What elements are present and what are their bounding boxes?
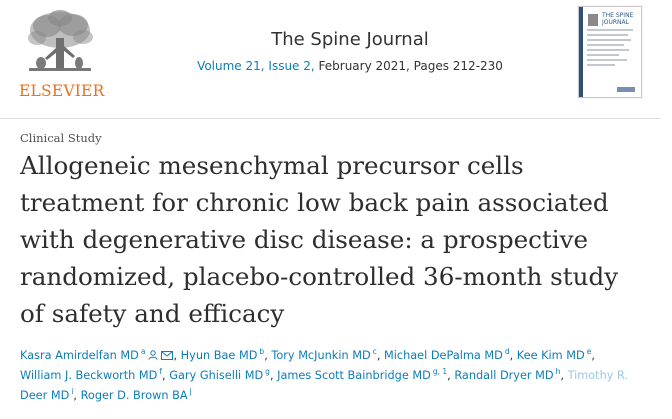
author-link[interactable]: Michael DePalma MD d (384, 347, 510, 362)
author-link[interactable]: Gary Ghiselli MD g (169, 367, 270, 382)
article-title-line: randomized, placebo-controlled 36-month … (20, 262, 619, 291)
author-link[interactable]: Randall Dryer MD h (454, 367, 561, 382)
envelope-icon[interactable] (161, 351, 174, 360)
author-link[interactable]: Hyun Bae MD b (180, 347, 265, 362)
journal-cover-thumbnail[interactable]: THE SPINE JOURNAL (578, 6, 642, 98)
person-icon[interactable] (148, 350, 158, 360)
cover-publisher-logo (588, 14, 598, 26)
author-link[interactable]: Kee Kim MD e (516, 347, 592, 362)
article-title-line: with degenerative disc disease: a prospe… (20, 225, 589, 254)
affiliation-sup[interactable]: f (159, 367, 163, 376)
volume-issue-link[interactable]: Volume 21, Issue 2, (197, 59, 315, 73)
elsevier-logo[interactable]: ELSEVIER (19, 8, 105, 103)
journal-info: The Spine Journal Volume 21, Issue 2, Fe… (160, 28, 540, 74)
author-link-truncated[interactable]: Timothy R. (567, 369, 629, 382)
affiliation-sup[interactable]: a (140, 347, 146, 356)
author-row: William J. Beckworth MD f, Gary Ghiselli … (20, 367, 629, 382)
article-title-line: Allogeneic mesenchymal precursor cells (20, 151, 524, 180)
journal-title[interactable]: The Spine Journal (271, 29, 429, 50)
affiliation-sup[interactable]: g (265, 367, 270, 376)
affiliation-sup[interactable]: g, 1 (432, 367, 448, 376)
author-link[interactable]: Kasra Amirdelfan MD a (20, 347, 174, 362)
author-list: Kasra Amirdelfan MD a, Hyun Bae MD b, Tory… (20, 346, 672, 406)
affiliation-sup[interactable]: h (555, 367, 561, 376)
affiliation-sup[interactable]: b (259, 347, 265, 356)
author-link[interactable]: Tory McJunkin MD c (271, 347, 377, 362)
article-title: Allogeneic mesenchymal precursor cells t… (20, 147, 660, 332)
journal-issue-line: Volume 21, Issue 2, February 2021, Pages… (160, 58, 540, 74)
article-header: ELSEVIER The Spine Journal Volume 21, Is… (0, 0, 672, 118)
article-title-line: of safety and efficacy (20, 299, 285, 328)
cover-footer-logo (617, 87, 635, 92)
date-pages: February 2021, Pages 212-230 (314, 59, 503, 73)
author-link[interactable]: James Scott Bainbridge MD g, 1 (277, 367, 448, 382)
article-title-line: treatment for chronic low back pain asso… (20, 188, 609, 217)
author-link[interactable]: Roger D. Brown BA j (80, 387, 192, 402)
author-row: Kasra Amirdelfan MD a, Hyun Bae MD b, Tory… (20, 347, 595, 362)
publisher-name: ELSEVIER (19, 82, 105, 100)
tree-logo-icon (28, 10, 93, 71)
author-row: Deer MD i, Roger D. Brown BA j (20, 387, 192, 402)
cover-title: THE SPINE JOURNAL (602, 12, 634, 26)
author-link[interactable]: William J. Beckworth MD f (20, 367, 163, 382)
header-divider (0, 118, 660, 119)
cover-spine-band (579, 7, 583, 97)
affiliation-sup[interactable]: c (372, 347, 377, 356)
cover-text-lines (587, 29, 633, 69)
affiliation-sup[interactable]: d (504, 347, 510, 356)
affiliation-sup[interactable]: i (71, 387, 74, 396)
affiliation-sup[interactable]: e (586, 347, 592, 356)
author-link[interactable]: Deer MD i (20, 387, 74, 402)
affiliation-sup[interactable]: j (189, 387, 192, 396)
article-type-label: Clinical Study (20, 131, 102, 145)
